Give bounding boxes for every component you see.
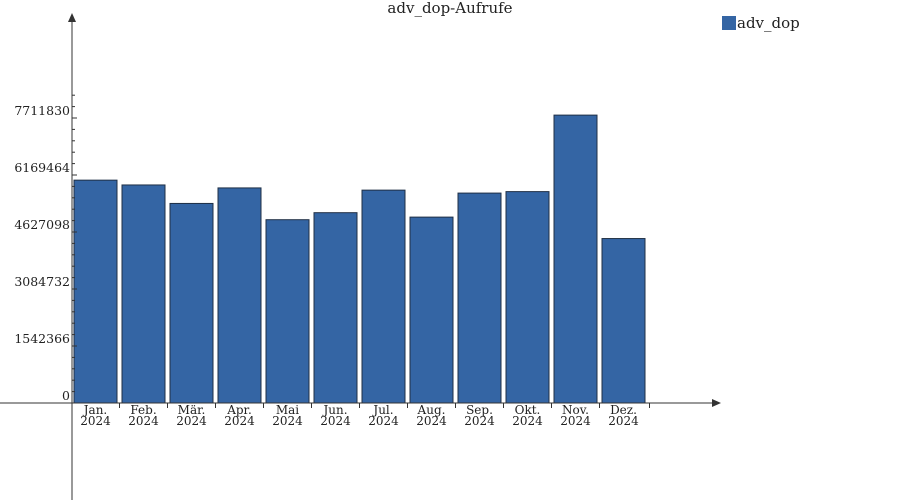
x-tick-label-year: 2024 [272,414,303,428]
x-tick-label-year: 2024 [176,414,207,428]
bar-7 [409,216,454,404]
x-tick-label-year: 2024 [560,414,591,428]
y-axis-arrow [68,13,76,22]
x-tick-label-month: Dez. [610,403,637,417]
bar-3 [217,187,262,404]
chart-title: adv_dop-Aufrufe [387,0,512,17]
bar-9 [505,191,550,404]
bar-0 [73,179,118,404]
y-tick-label: 7711830 [14,103,70,118]
y-tick-label: 6169464 [14,160,70,175]
y-tick-label: 1542366 [14,331,70,346]
x-tick-label-month: Jul. [371,403,393,417]
x-axis-arrow [712,399,721,407]
bar-1 [121,184,166,404]
bar-5 [313,212,358,404]
x-tick-label-month: Okt. [515,403,541,417]
x-tick-label-month: Apr. [226,403,252,417]
legend-label-adv-dop: adv_dop [737,14,800,32]
x-tick-label-year: 2024 [368,414,399,428]
x-tick-label-year: 2024 [320,414,351,428]
x-tick-label-month: Nov. [562,403,589,417]
x-tick-label-year: 2024 [512,414,543,428]
x-tick-label-year: 2024 [80,414,111,428]
legend-swatch-adv-dop [722,16,736,30]
x-tick-label-month: Mai [276,403,299,417]
x-tick-label-year: 2024 [464,414,495,428]
x-tick-label-month: Mär. [178,403,206,417]
x-tick-label-year: 2024 [224,414,255,428]
x-tick-label-month: Jun. [321,403,347,417]
y-tick-label: 4627098 [14,217,70,232]
x-tick-label-year: 2024 [416,414,447,428]
bar-11 [601,238,646,404]
x-tick-label-month: Aug. [417,403,446,417]
x-tick-label-year: 2024 [128,414,159,428]
x-tick-label-year: 2024 [608,414,639,428]
bar-10 [553,114,598,404]
x-tick-label-month: Jan. [82,403,108,417]
x-tick-label-month: Sep. [466,403,493,417]
y-tick-label: 0 [62,388,70,403]
y-tick-label: 3084732 [14,274,70,289]
bar-8 [457,192,502,404]
bar-2 [169,202,214,404]
bar-6 [361,189,406,404]
bar-4 [265,219,310,404]
x-tick-label-month: Feb. [130,403,156,417]
legend: adv_dop [722,14,800,32]
